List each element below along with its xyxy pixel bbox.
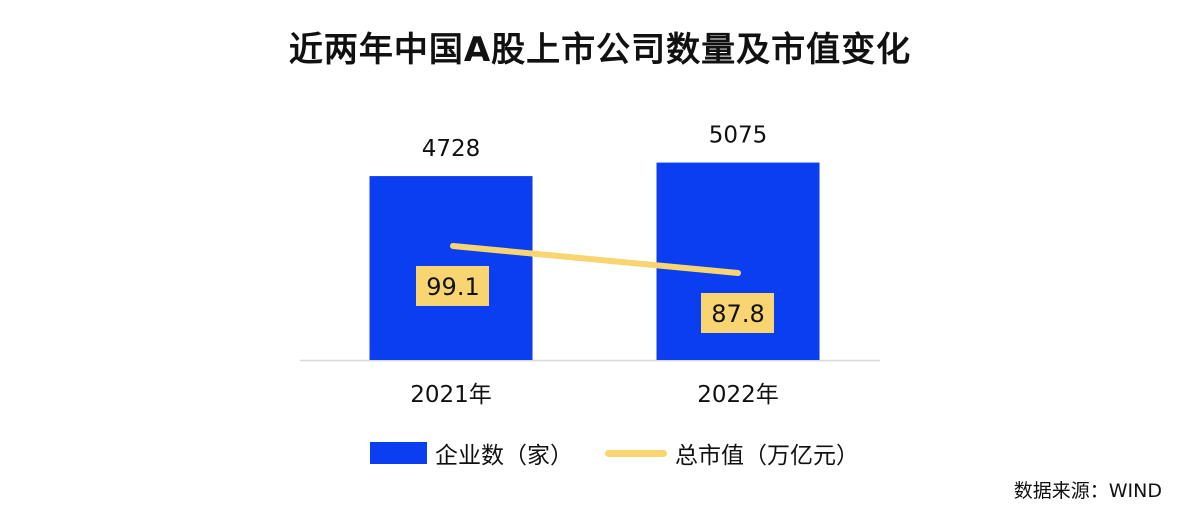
line-data-label: 87.8 (711, 300, 764, 328)
legend-label-market-cap: 总市值（万亿元） (675, 443, 859, 469)
x-tick-label: 2022年 (697, 382, 779, 408)
legend-bar-swatch (370, 442, 427, 464)
bar-data-label: 5075 (709, 123, 768, 149)
legend: 企业数（家） 总市值（万亿元） (370, 436, 859, 470)
market-cap-line (450, 242, 741, 277)
x-tick-label: 2021年 (410, 382, 492, 408)
line-label-box (416, 265, 489, 306)
legend-line-swatch (605, 449, 667, 457)
line-label-box (701, 293, 774, 334)
chart-title: 近两年中国A股上市公司数量及市值变化 (288, 30, 912, 70)
line-data-label: 99.1 (426, 273, 479, 301)
bar-data-label: 4728 (422, 136, 481, 162)
legend-label-companies: 企业数（家） (435, 443, 573, 469)
source-note: 数据来源：WIND (1013, 480, 1162, 502)
